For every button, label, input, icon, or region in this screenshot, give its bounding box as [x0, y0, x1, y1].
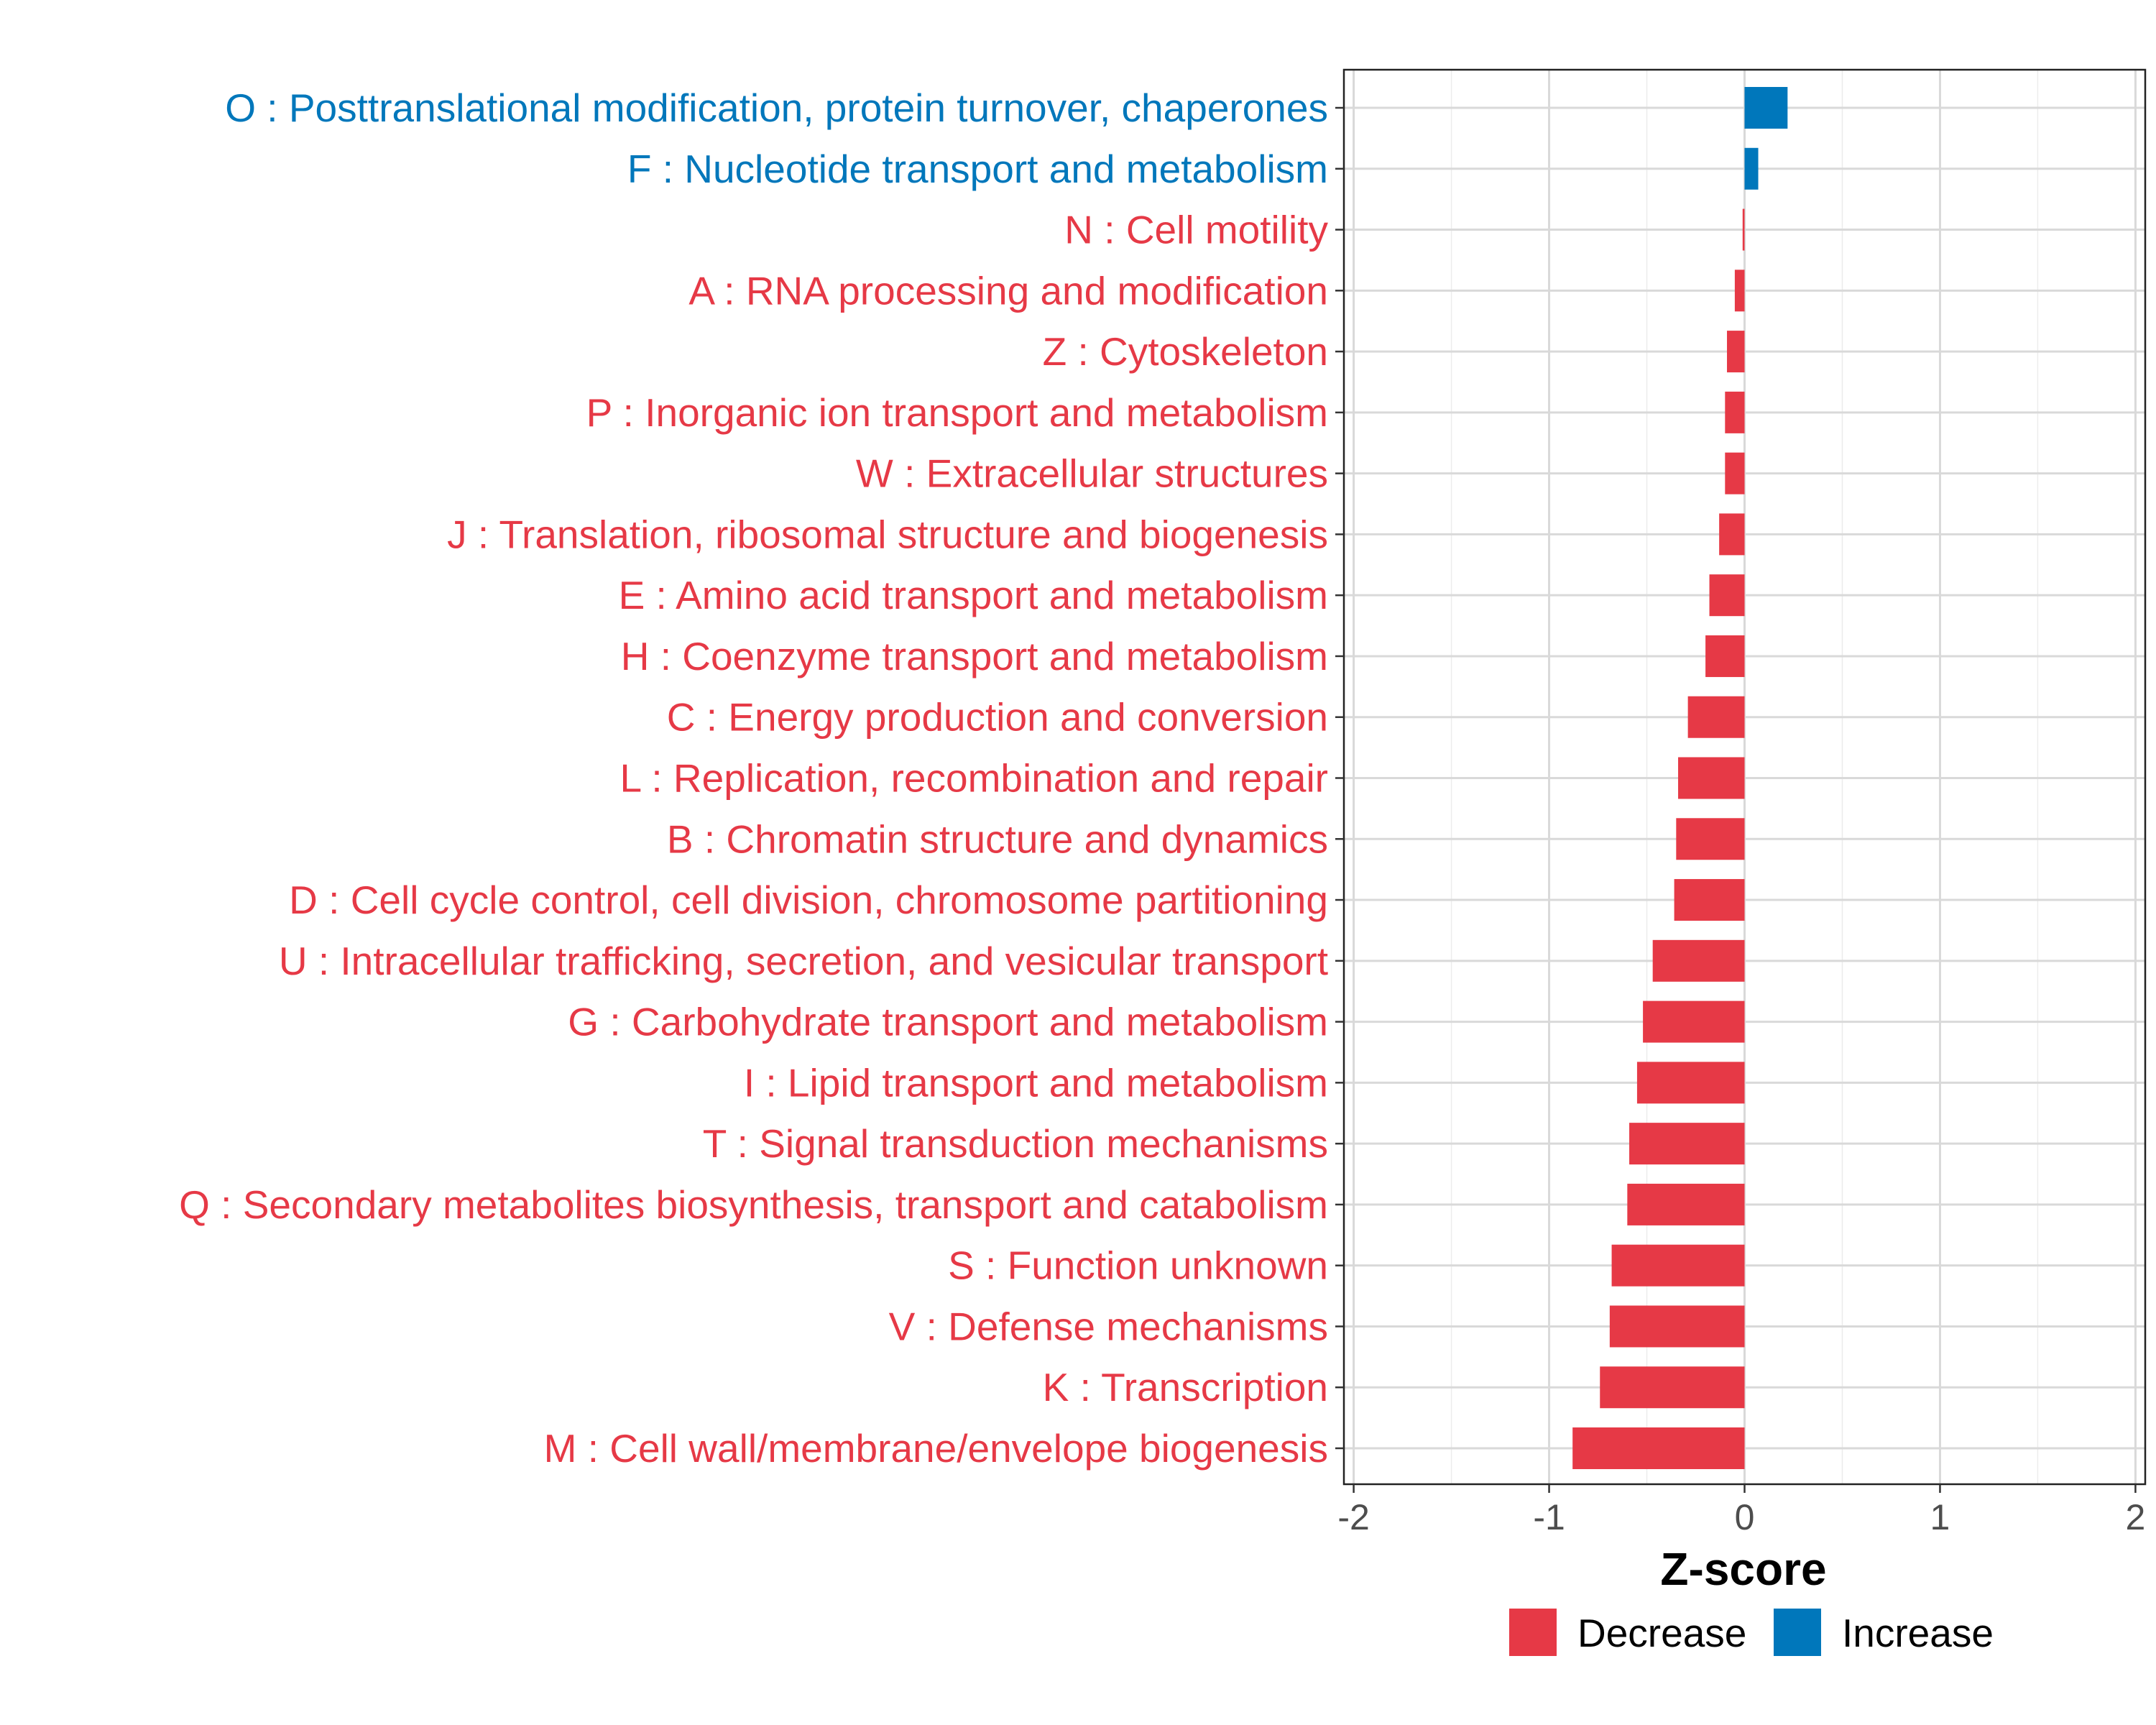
bar — [1678, 757, 1745, 799]
y-tick-label: N : Cell motility — [1064, 208, 1328, 252]
x-tick-label: 1 — [1930, 1497, 1950, 1537]
x-tick-label: 2 — [2125, 1497, 2145, 1537]
legend-swatch — [1509, 1609, 1557, 1656]
y-tick-label: B : Chromatin structure and dynamics — [667, 816, 1328, 861]
y-tick-label: O : Posttranslational modification, prot… — [225, 86, 1328, 130]
legend-label: Decrease — [1577, 1611, 1746, 1655]
bar — [1627, 1183, 1745, 1225]
y-tick-label: F : Nucleotide transport and metabolism — [627, 147, 1328, 191]
y-tick-label: D : Cell cycle control, cell division, c… — [289, 878, 1328, 922]
bar — [1734, 270, 1745, 312]
x-axis-ticks: -2 -1 0 1 2 — [1337, 1484, 2145, 1537]
y-tick-label: P : Inorganic ion transport and metaboli… — [586, 390, 1328, 435]
x-axis-title: Z-score — [1660, 1543, 1826, 1595]
y-tick-label: S : Function unknown — [948, 1243, 1328, 1288]
bar — [1727, 331, 1745, 373]
y-axis-labels: O : Posttranslational modification, prot… — [179, 86, 1328, 1471]
legend-swatch — [1774, 1609, 1821, 1656]
bar — [1636, 1062, 1745, 1104]
bar — [1629, 1123, 1745, 1165]
bar — [1572, 1427, 1745, 1469]
y-tick-label: L : Replication, recombination and repai… — [620, 756, 1328, 801]
y-tick-label: H : Coenzyme transport and metabolism — [621, 634, 1328, 678]
legend: Decrease Increase — [1509, 1609, 1994, 1656]
bar — [1611, 1244, 1745, 1287]
bar — [1609, 1305, 1745, 1348]
bar — [1705, 635, 1745, 677]
y-tick-label: Q : Secondary metabolites biosynthesis, … — [179, 1182, 1328, 1227]
bar — [1674, 879, 1745, 921]
y-tick-label: T : Signal transduction mechanisms — [703, 1121, 1328, 1166]
legend-label: Increase — [1842, 1611, 1994, 1655]
y-tick-label: U : Intracellular trafficking, secretion… — [279, 939, 1328, 983]
bar — [1600, 1366, 1745, 1409]
x-tick-label: 0 — [1735, 1497, 1755, 1537]
y-tick-label: W : Extracellular structures — [856, 451, 1328, 496]
y-tick-label: Z : Cytoskeleton — [1043, 329, 1328, 374]
bar — [1744, 147, 1759, 190]
y-axis-ticks — [1335, 106, 1344, 1450]
bar — [1719, 513, 1745, 556]
bar — [1744, 87, 1788, 129]
bar — [1725, 452, 1745, 494]
bar — [1725, 391, 1745, 433]
y-tick-label: K : Transcription — [1043, 1365, 1328, 1409]
bar — [1643, 1000, 1745, 1043]
y-tick-label: G : Carbohydrate transport and metabolis… — [568, 1000, 1328, 1044]
x-tick-label: -2 — [1337, 1497, 1369, 1537]
bar — [1742, 208, 1745, 251]
y-tick-label: I : Lipid transport and metabolism — [744, 1060, 1328, 1105]
x-tick-label: -1 — [1533, 1497, 1565, 1537]
y-tick-label: M : Cell wall/membrane/envelope biogenes… — [544, 1426, 1328, 1471]
y-tick-label: J : Translation, ribosomal structure and… — [447, 512, 1328, 556]
y-tick-label: V : Defense mechanisms — [889, 1304, 1328, 1348]
bar — [1687, 696, 1745, 738]
bar — [1709, 574, 1745, 617]
bar — [1652, 939, 1745, 982]
bars — [1572, 87, 1788, 1469]
bar — [1676, 818, 1745, 860]
y-tick-label: C : Energy production and conversion — [667, 695, 1328, 740]
y-tick-label: A : RNA processing and modification — [688, 268, 1328, 313]
y-tick-label: E : Amino acid transport and metabolism — [619, 573, 1328, 617]
